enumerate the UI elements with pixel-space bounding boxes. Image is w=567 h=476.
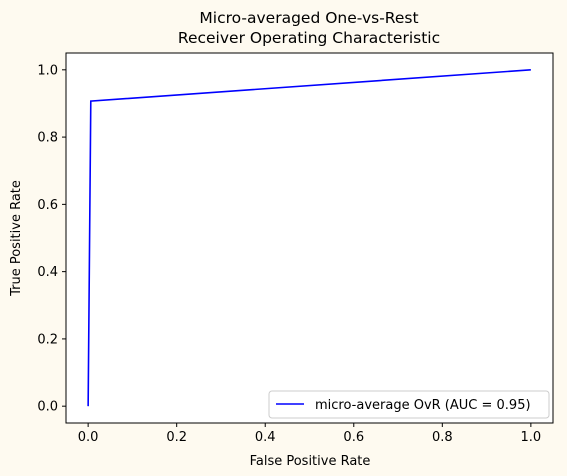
y-axis-label: True Positive Rate — [9, 180, 24, 297]
chart-title-line-2: Receiver Operating Characteristic — [178, 29, 440, 47]
y-tick-label: 0.6 — [37, 198, 58, 213]
x-tick-label: 0.4 — [255, 430, 276, 445]
x-axis-label: False Positive Rate — [250, 454, 371, 469]
chart-title-line-1: Micro-averaged One-vs-Rest — [199, 9, 418, 27]
y-tick-label: 1.0 — [37, 63, 58, 78]
x-tick-label: 0.8 — [432, 430, 453, 445]
y-axis-ticks: 0.0 0.2 0.4 0.6 0.8 1.0 — [37, 63, 66, 415]
x-tick-label: 1.0 — [521, 430, 542, 445]
x-tick-label: 0.2 — [166, 430, 187, 445]
legend: micro-average OvR (AUC = 0.95) — [268, 390, 550, 419]
y-tick-label: 0.4 — [37, 265, 58, 280]
y-tick-label: 0.8 — [37, 131, 58, 146]
y-tick-label: 0.2 — [37, 332, 58, 347]
x-tick-label: 0.6 — [343, 430, 364, 445]
plot-area — [65, 52, 554, 424]
legend-box — [268, 390, 550, 419]
roc-curve-line — [87, 69, 531, 407]
x-tick-label: 0.0 — [78, 430, 99, 445]
y-tick-label: 0.0 — [37, 400, 58, 415]
legend-entry-label: micro-average OvR (AUC = 0.95) — [315, 398, 531, 413]
x-axis-ticks: 0.0 0.2 0.4 0.6 0.8 1.0 — [78, 423, 541, 445]
